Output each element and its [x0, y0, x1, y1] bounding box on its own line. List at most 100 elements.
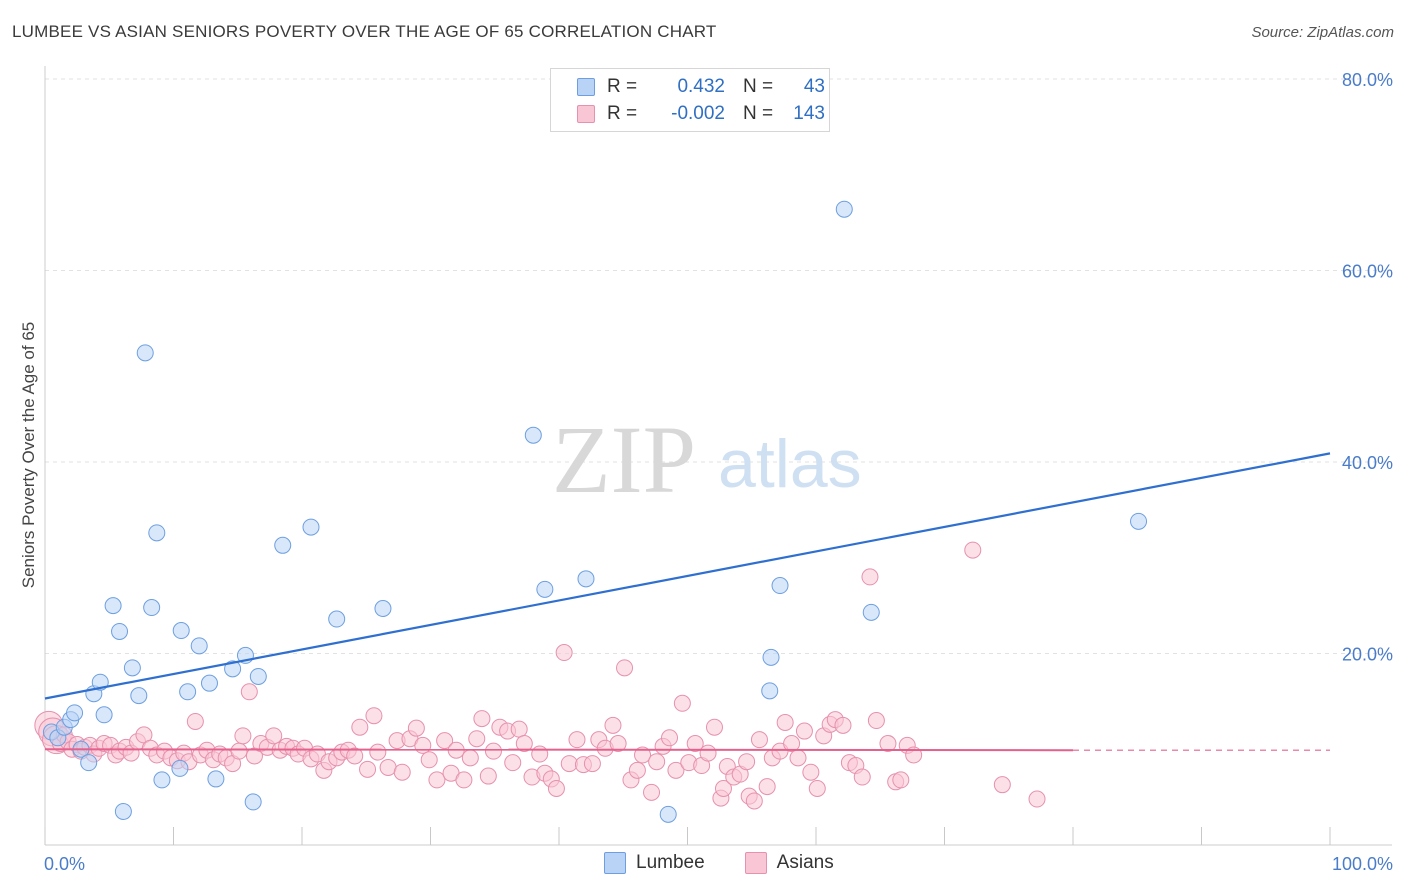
asians-point	[1028, 790, 1046, 808]
lumbee-point	[95, 706, 113, 724]
asians-point	[531, 745, 549, 763]
lumbee-point	[224, 660, 242, 678]
asians-point	[560, 755, 578, 773]
asians-point	[265, 727, 283, 745]
asians-point	[634, 746, 652, 764]
lumbee-point	[524, 426, 542, 444]
watermark: ZIP atlas	[552, 406, 862, 513]
asians-point	[673, 694, 691, 712]
asians-point	[879, 735, 897, 753]
asians-trend-line	[44, 748, 1074, 752]
y-tick-label: 80.0%	[1342, 70, 1393, 90]
asians-point	[609, 735, 627, 753]
asians-point	[351, 718, 369, 736]
series-legend: Lumbee Asians	[604, 852, 834, 874]
asians-point	[186, 712, 204, 730]
lumbee-point	[761, 682, 779, 700]
asians-points	[34, 541, 1046, 810]
lumbee-point	[536, 580, 554, 598]
asians-point	[604, 716, 622, 734]
lumbee-point	[659, 805, 677, 823]
lumbee-point	[1130, 512, 1148, 530]
lumbee-point	[374, 599, 392, 617]
asians-point	[867, 712, 885, 730]
asians-point	[993, 776, 1011, 794]
lumbee-point	[66, 704, 84, 722]
asians-point	[745, 792, 763, 810]
asians-point	[369, 743, 387, 761]
lumbee-point	[148, 524, 166, 542]
asians-point	[802, 763, 820, 781]
asians-point	[661, 729, 679, 747]
lumbee-point	[143, 599, 161, 617]
lumbee-point	[136, 344, 154, 362]
asians-point	[583, 755, 601, 773]
lumbee-point	[130, 687, 148, 705]
asians-point	[738, 753, 756, 771]
lumbee-point	[274, 536, 292, 554]
asians-point	[230, 742, 248, 760]
lumbee-point	[577, 570, 595, 588]
asians-point	[758, 778, 776, 796]
lumbee-point	[207, 770, 225, 788]
asians-point	[648, 753, 666, 771]
lumbee-point	[114, 802, 132, 820]
asians-point	[667, 761, 685, 779]
asians-point	[834, 716, 852, 734]
asians-point	[853, 768, 871, 786]
asians-legend-label: Asians	[776, 852, 834, 873]
asians-point	[428, 771, 446, 789]
asians-point	[420, 751, 438, 769]
lumbee-point	[190, 637, 208, 655]
lumbee-point	[835, 200, 853, 218]
x-tick-label: 100.0%	[1332, 854, 1393, 874]
asians-point	[714, 780, 732, 798]
lumbee-legend-swatch	[604, 852, 626, 874]
asians-point	[789, 749, 807, 767]
asians-point	[455, 771, 473, 789]
watermark-atlas: atlas	[718, 426, 862, 502]
lumbee-legend-label: Lumbee	[636, 852, 705, 873]
asians-point	[892, 771, 910, 789]
asians-point	[964, 541, 982, 559]
asians-point	[686, 735, 704, 753]
legend-n-value: 143	[793, 103, 825, 124]
legend-r-label: R =	[607, 103, 638, 124]
asians-point	[628, 761, 646, 779]
asians-point	[510, 720, 528, 738]
asians-point	[616, 659, 634, 677]
asians-point	[808, 780, 826, 798]
legend-n-value: 43	[803, 76, 825, 97]
legend-n-label: N =	[743, 76, 774, 97]
lumbee-point	[302, 518, 320, 536]
lumbee-point	[179, 683, 197, 701]
y-tick-label: 40.0%	[1342, 453, 1393, 473]
lumbee-point	[244, 793, 262, 811]
legend-r-value: -0.002	[671, 103, 725, 124]
legend-r-value: 0.432	[677, 76, 725, 97]
asians-point	[776, 713, 794, 731]
lumbee-point	[111, 622, 129, 640]
asians-point	[547, 780, 565, 798]
y-tick-label: 20.0%	[1342, 645, 1393, 665]
asians-point	[861, 568, 879, 586]
source-credit: Source: ZipAtlas.com	[1251, 24, 1394, 41]
lumbee-point	[153, 771, 171, 789]
asians-point	[515, 735, 533, 753]
asians-point	[568, 731, 586, 749]
asians-point	[365, 707, 383, 725]
asians-point	[795, 722, 813, 740]
lumbee-point	[328, 610, 346, 628]
lumbee-swatch	[577, 78, 595, 96]
lumbee-point	[172, 622, 190, 640]
asians-point	[705, 718, 723, 736]
lumbee-point	[762, 648, 780, 666]
asians-point	[699, 744, 717, 762]
legend-n-label: N =	[743, 103, 774, 124]
asians-point	[234, 727, 252, 745]
lumbee-point	[249, 667, 267, 685]
asians-point	[783, 735, 801, 753]
y-tick-label: 60.0%	[1342, 262, 1393, 282]
asians-legend-swatch	[744, 852, 767, 874]
